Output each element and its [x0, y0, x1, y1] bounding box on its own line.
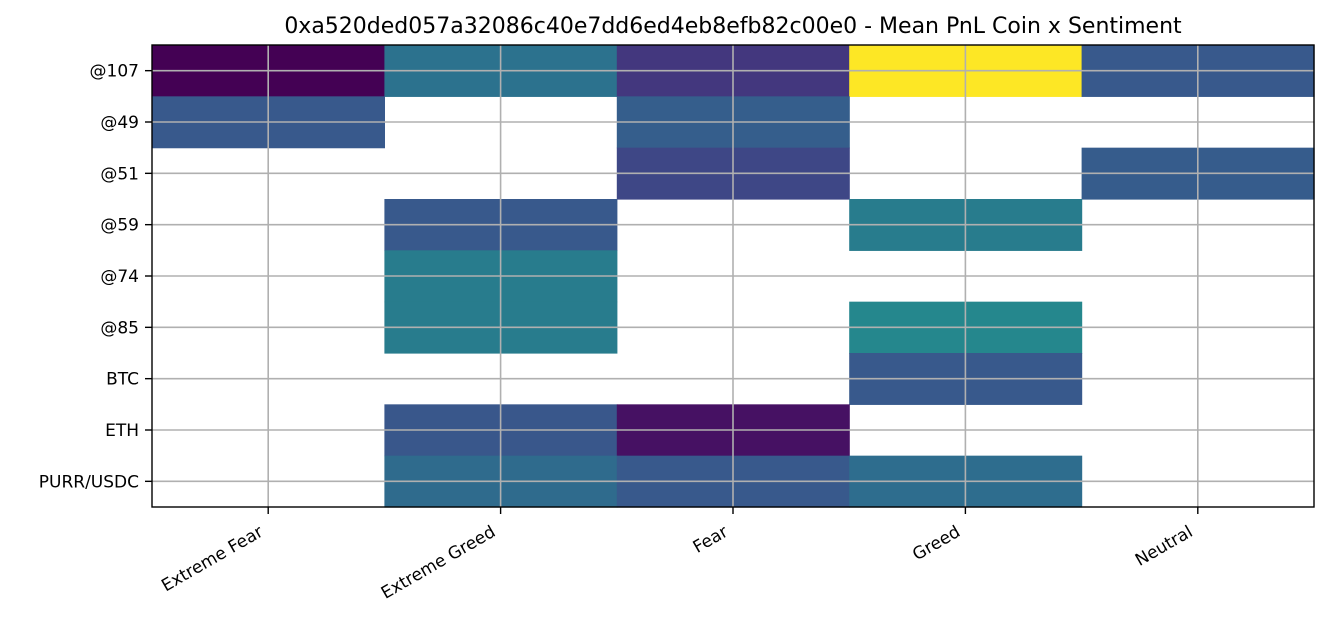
- y-tick-label: @49: [100, 113, 139, 133]
- y-axis-ticks: @107 @49 @51 @59 @74 @85 BTC ETH PURR/USDC: [39, 62, 152, 492]
- y-tick-label: BTC: [106, 370, 139, 390]
- y-tick-label: @107: [90, 62, 139, 82]
- chart-title: 0xa520ded057a32086c40e7dd6ed4eb8efb82c00…: [284, 14, 1182, 39]
- y-tick-label: PURR/USDC: [39, 472, 139, 492]
- y-tick-label: ETH: [105, 421, 139, 441]
- grid-lines: [152, 45, 1314, 507]
- y-tick-label: @59: [100, 216, 139, 236]
- y-tick-label: @85: [100, 318, 139, 338]
- y-tick-label: @51: [100, 164, 139, 184]
- y-tick-label: @74: [100, 267, 139, 287]
